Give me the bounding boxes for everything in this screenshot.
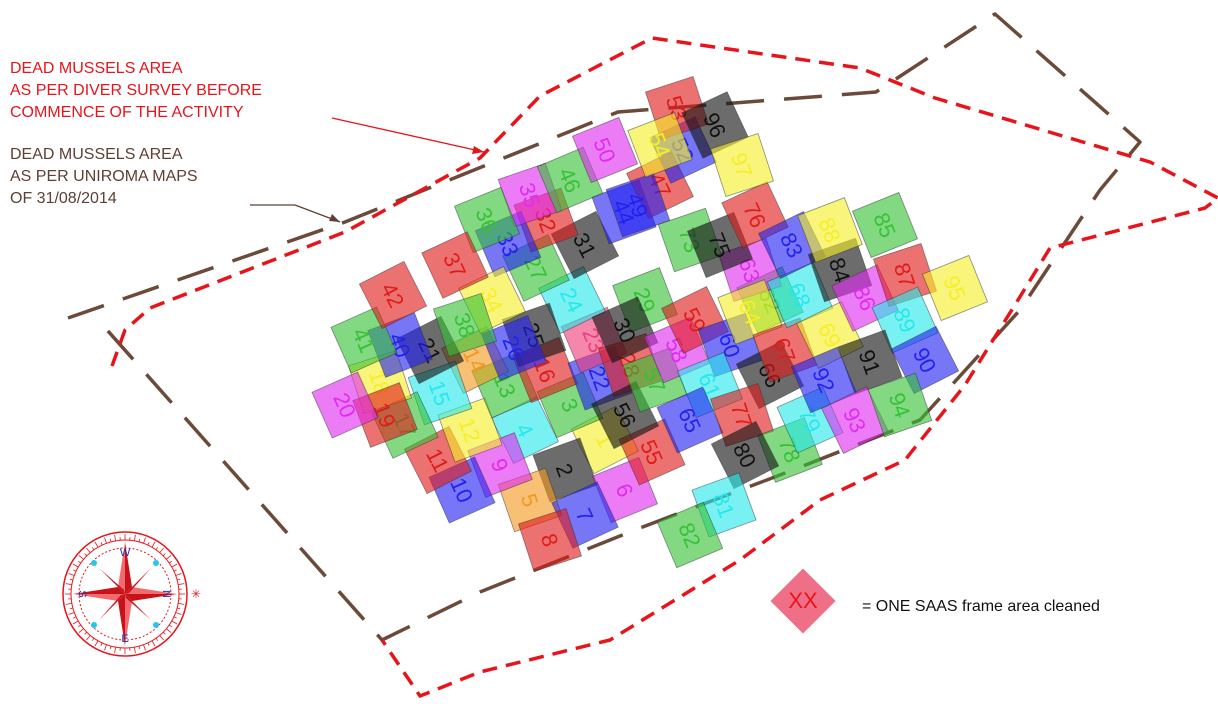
svg-text:✳: ✳ [191, 587, 201, 601]
legend-text: = ONE SAAS frame area cleaned [862, 598, 1100, 616]
frame-95: 95 [922, 255, 987, 320]
brown-label-line-2: AS PER UNIROMA MAPS [10, 166, 198, 188]
brown-label-line-3: OF 31/08/2014 [10, 188, 117, 210]
red-label-line-1: DEAD MUSSELS AREA [10, 58, 183, 80]
compass-e-label: E [121, 633, 128, 645]
red-leader-line [332, 118, 484, 152]
red-label-line-3: COMMENCE OF THE ACTIVITY [10, 102, 244, 124]
compass-rose-icon: N E S W ✳ [63, 532, 201, 656]
brown-leader-arrow [329, 214, 340, 222]
compass-s-label: S [76, 590, 88, 597]
legend-code: XX [770, 588, 836, 614]
compass-w-label: W [120, 547, 131, 559]
compass-n-label: N [160, 590, 172, 598]
red-leader-arrow [472, 146, 484, 154]
brown-label-line-1: DEAD MUSSELS AREA [10, 144, 183, 166]
red-label-line-2: AS PER DIVER SURVEY BEFORE [10, 80, 262, 102]
frames-layer: 1234567891011121314151617181920212223242… [312, 76, 988, 571]
